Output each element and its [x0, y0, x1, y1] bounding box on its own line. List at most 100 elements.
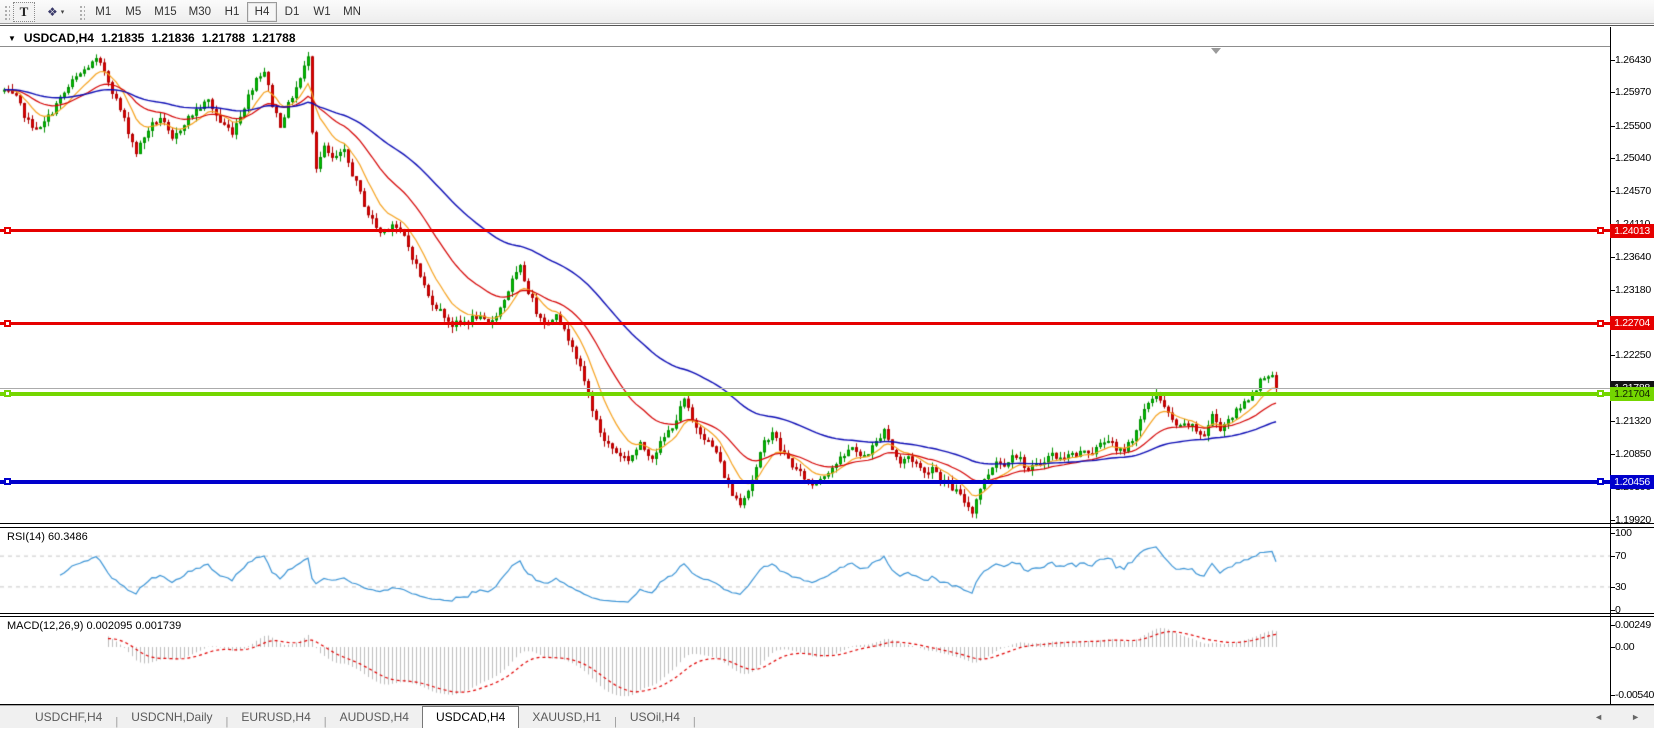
rsi-tick-mark: [1611, 587, 1615, 588]
ohlc-high: 1.21836: [151, 31, 195, 45]
tab-audusd-h4[interactable]: AUDUSD,H4: [339, 710, 409, 724]
price-tick-mark: [1611, 92, 1615, 93]
price-tick-label: 1.24570: [1615, 185, 1651, 197]
hline-endpoint-marker[interactable]: [1597, 390, 1604, 397]
macd-tick-mark: [1611, 695, 1615, 696]
price-tick-mark: [1611, 191, 1615, 192]
price-tick-mark: [1611, 290, 1615, 291]
price-tick-label: 1.23180: [1615, 284, 1651, 296]
price-tick-mark: [1611, 355, 1615, 356]
chart-title-row: ▼ USDCAD,H4 1.21835 1.21836 1.21788 1.21…: [0, 29, 296, 47]
rsi-tick-label: 0: [1615, 604, 1621, 616]
macd-tick-label: -0.005403: [1615, 689, 1654, 701]
macd-tick-label: 0.00249: [1615, 619, 1651, 631]
chart-bottom-border: [0, 704, 1654, 705]
horizontal-line-1.21704[interactable]: [0, 392, 1610, 396]
tab-scroll-right-icon[interactable]: ►: [1631, 712, 1640, 722]
timeframe-button-h4[interactable]: H4: [247, 1, 278, 22]
rsi-subwindow-canvas[interactable]: [0, 528, 1610, 613]
macd-tick-mark: [1611, 625, 1615, 626]
subwindow-separator[interactable]: [0, 523, 1654, 524]
hline-endpoint-marker[interactable]: [1597, 319, 1604, 327]
tab-separator: |: [692, 716, 696, 728]
tab-separator: |: [115, 716, 119, 728]
price-tick-label: 1.26430: [1615, 54, 1651, 66]
ohlc-open: 1.21835: [100, 31, 145, 45]
rsi-tick-label: 70: [1615, 550, 1627, 562]
rsi-tick-label: 100: [1615, 527, 1632, 539]
price-tick-label: 1.25500: [1615, 120, 1651, 132]
tab-usoil-h4[interactable]: USOil,H4: [629, 710, 680, 724]
price-tick-label: 1.25040: [1615, 152, 1651, 164]
price-tick-mark: [1611, 158, 1615, 159]
timeframe-button-w1[interactable]: W1: [313, 5, 331, 18]
timeframe-button-m1[interactable]: M1: [95, 5, 112, 18]
tab-separator: |: [614, 716, 617, 728]
price-tick-mark: [1611, 520, 1615, 521]
ohlc-low: 1.21788: [201, 31, 246, 45]
price-tick-label: 1.23640: [1615, 251, 1651, 263]
price-badge-1.24013: 1.24013: [1610, 224, 1654, 238]
tab-usdcad-h4[interactable]: USDCAD,H4: [421, 706, 520, 728]
horizontal-line-1.20456[interactable]: [0, 480, 1610, 484]
horizontal-line-1.22704[interactable]: [0, 322, 1610, 325]
hline-endpoint-marker[interactable]: [4, 478, 11, 485]
price-axis[interactable]: [1610, 27, 1611, 705]
rsi-tick-mark: [1611, 610, 1615, 611]
toolbar-grip-2[interactable]: [78, 3, 86, 20]
horizontal-line-1.24013[interactable]: [0, 229, 1610, 232]
subwindow-separator[interactable]: [0, 616, 1654, 617]
price-tick-mark: [1611, 60, 1615, 61]
price-chart-canvas[interactable]: [0, 46, 1610, 523]
objects-tool-icon: ❖: [47, 4, 58, 19]
timeframe-button-m30[interactable]: M30: [188, 5, 212, 18]
macd-tick-label: 0.00: [1615, 641, 1635, 653]
timeframe-button-d1[interactable]: D1: [284, 5, 300, 18]
rsi-tick-label: 30: [1615, 581, 1627, 593]
timeframe-button-h1[interactable]: H1: [224, 5, 240, 18]
tab-eurusd-h4[interactable]: EURUSD,H4: [241, 710, 311, 724]
tab-separator: |: [225, 716, 229, 728]
price-tick-label: 1.25970: [1615, 86, 1651, 98]
macd-subwindow-canvas[interactable]: [0, 617, 1610, 704]
ohlc-close: 1.21788: [252, 31, 296, 45]
macd-indicator-label: MACD(12,26,9) 0.002095 0.001739: [7, 620, 182, 632]
tab-separator: |: [323, 716, 327, 728]
rsi-indicator-label: RSI(14) 60.3486: [7, 531, 88, 543]
toolbar-grip[interactable]: [3, 3, 10, 20]
price-tick-label: 1.19920: [1615, 514, 1651, 526]
chart-window: ▼ USDCAD,H4 1.21835 1.21836 1.21788 1.21…: [0, 25, 1654, 753]
chart-shift-marker[interactable]: [1211, 48, 1221, 54]
price-tick-mark: [1611, 454, 1615, 455]
price-tick-label: 1.21320: [1615, 415, 1651, 427]
hline-endpoint-marker[interactable]: [1597, 226, 1604, 234]
hline-endpoint-marker[interactable]: [4, 390, 11, 397]
rsi-tick-mark: [1611, 556, 1615, 557]
chart-symbol-period: USDCAD,H4: [23, 31, 94, 45]
price-tick-mark: [1611, 421, 1615, 422]
timeframes-toolbar: T ❖ ▾ M1 M5 M15 M30 H1 H4 D1 W1 MN: [0, 0, 1654, 24]
timeframe-button-mn[interactable]: MN: [343, 5, 361, 18]
rsi-tick-mark: [1611, 533, 1615, 534]
macd-tick-mark: [1611, 647, 1615, 648]
hline-endpoint-marker[interactable]: [4, 319, 11, 327]
timeframe-button-m5[interactable]: M5: [125, 5, 142, 18]
tab-scroll-left-icon[interactable]: ◄: [1594, 712, 1604, 722]
collapse-arrow-icon[interactable]: ▼: [8, 33, 16, 43]
price-badge-1.22704: 1.22704: [1610, 316, 1654, 330]
tab-usdchf-h4[interactable]: USDCHF,H4: [35, 710, 103, 724]
text-tool-button[interactable]: T: [13, 1, 35, 22]
horizontal-line-1.21788[interactable]: [0, 388, 1610, 389]
tab-usdcnh-daily[interactable]: USDCNH,Daily: [131, 710, 213, 724]
objects-tool-button[interactable]: ❖ ▾: [41, 2, 70, 22]
hline-endpoint-marker[interactable]: [1597, 478, 1604, 485]
subwindow-separator[interactable]: [0, 527, 1654, 528]
tab-xauusd-h1[interactable]: XAUUSD,H1: [532, 710, 602, 724]
hline-endpoint-marker[interactable]: [4, 226, 11, 234]
price-tick-mark: [1611, 257, 1615, 258]
chart-tab-bar: USDCHF,H4 | USDCNH,Daily | EURUSD,H4 | A…: [0, 705, 1654, 728]
timeframe-button-m15[interactable]: M15: [154, 5, 177, 18]
price-tick-mark: [1611, 126, 1615, 127]
subwindow-separator[interactable]: [0, 613, 1654, 614]
